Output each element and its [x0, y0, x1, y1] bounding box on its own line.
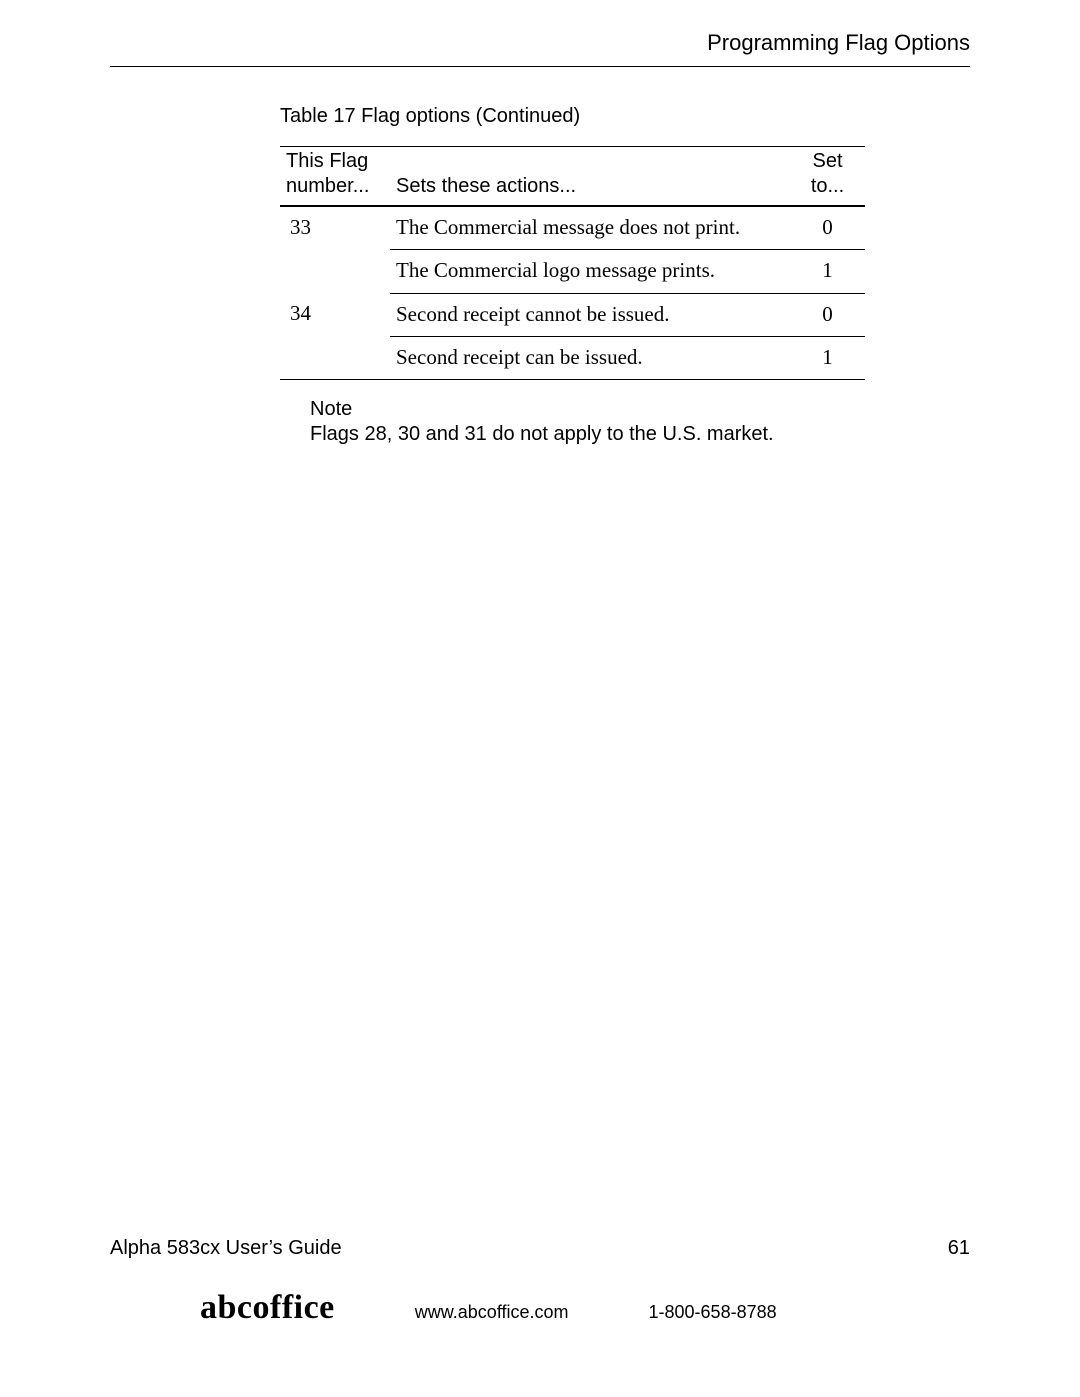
table-row: 33 The Commercial message does not print…: [280, 206, 865, 250]
note-heading: Note: [310, 398, 970, 421]
brand-phone: 1-800-658-8788: [649, 1302, 777, 1323]
cell-set: 0: [790, 206, 865, 250]
table-header-row: This Flag number... Sets these actions..…: [280, 147, 865, 207]
running-header: Programming Flag Options: [110, 30, 970, 67]
doc-title: Alpha 583cx User’s Guide: [110, 1237, 342, 1259]
cell-action: The Commercial logo message prints.: [390, 250, 790, 293]
brand-logo-text: abcoffice: [200, 1289, 335, 1327]
col-header-set-line1: Set: [812, 150, 842, 172]
cell-action: Second receipt cannot be issued.: [390, 293, 790, 336]
cell-action: The Commercial message does not print.: [390, 206, 790, 250]
cell-set: 1: [790, 337, 865, 380]
note-body: Flags 28, 30 and 31 do not apply to the …: [310, 421, 970, 447]
cell-flag: [280, 250, 390, 293]
cell-flag: 33: [280, 206, 390, 250]
col-header-flag-line1: This Flag: [286, 150, 368, 172]
content-area: Table 17 Flag options (Continued) This F…: [280, 105, 970, 447]
col-header-set: Set to...: [790, 147, 865, 207]
col-header-set-line2: to...: [811, 175, 844, 197]
page-body: Programming Flag Options Table 17 Flag o…: [110, 30, 970, 1260]
page-footer: Alpha 583cx User’s Guide 61: [110, 1237, 970, 1260]
note-block: Note Flags 28, 30 and 31 do not apply to…: [310, 398, 970, 447]
flag-options-table: This Flag number... Sets these actions..…: [280, 146, 865, 380]
col-header-flag-line2: number...: [286, 175, 369, 197]
table-row: 34 Second receipt cannot be issued. 0: [280, 293, 865, 336]
page-number: 61: [948, 1237, 970, 1260]
cell-flag: [280, 337, 390, 380]
cell-set: 0: [790, 293, 865, 336]
table-row: Second receipt can be issued. 1: [280, 337, 865, 380]
table-caption: Table 17 Flag options (Continued): [280, 105, 970, 128]
cell-flag: 34: [280, 293, 390, 336]
table-row: The Commercial logo message prints. 1: [280, 250, 865, 293]
brand-url: www.abcoffice.com: [415, 1302, 569, 1323]
cell-set: 1: [790, 250, 865, 293]
branding-bar: abcoffice www.abcoffice.com 1-800-658-87…: [110, 1289, 970, 1327]
col-header-flag: This Flag number...: [280, 147, 390, 207]
col-header-actions: Sets these actions...: [390, 147, 790, 207]
cell-action: Second receipt can be issued.: [390, 337, 790, 380]
